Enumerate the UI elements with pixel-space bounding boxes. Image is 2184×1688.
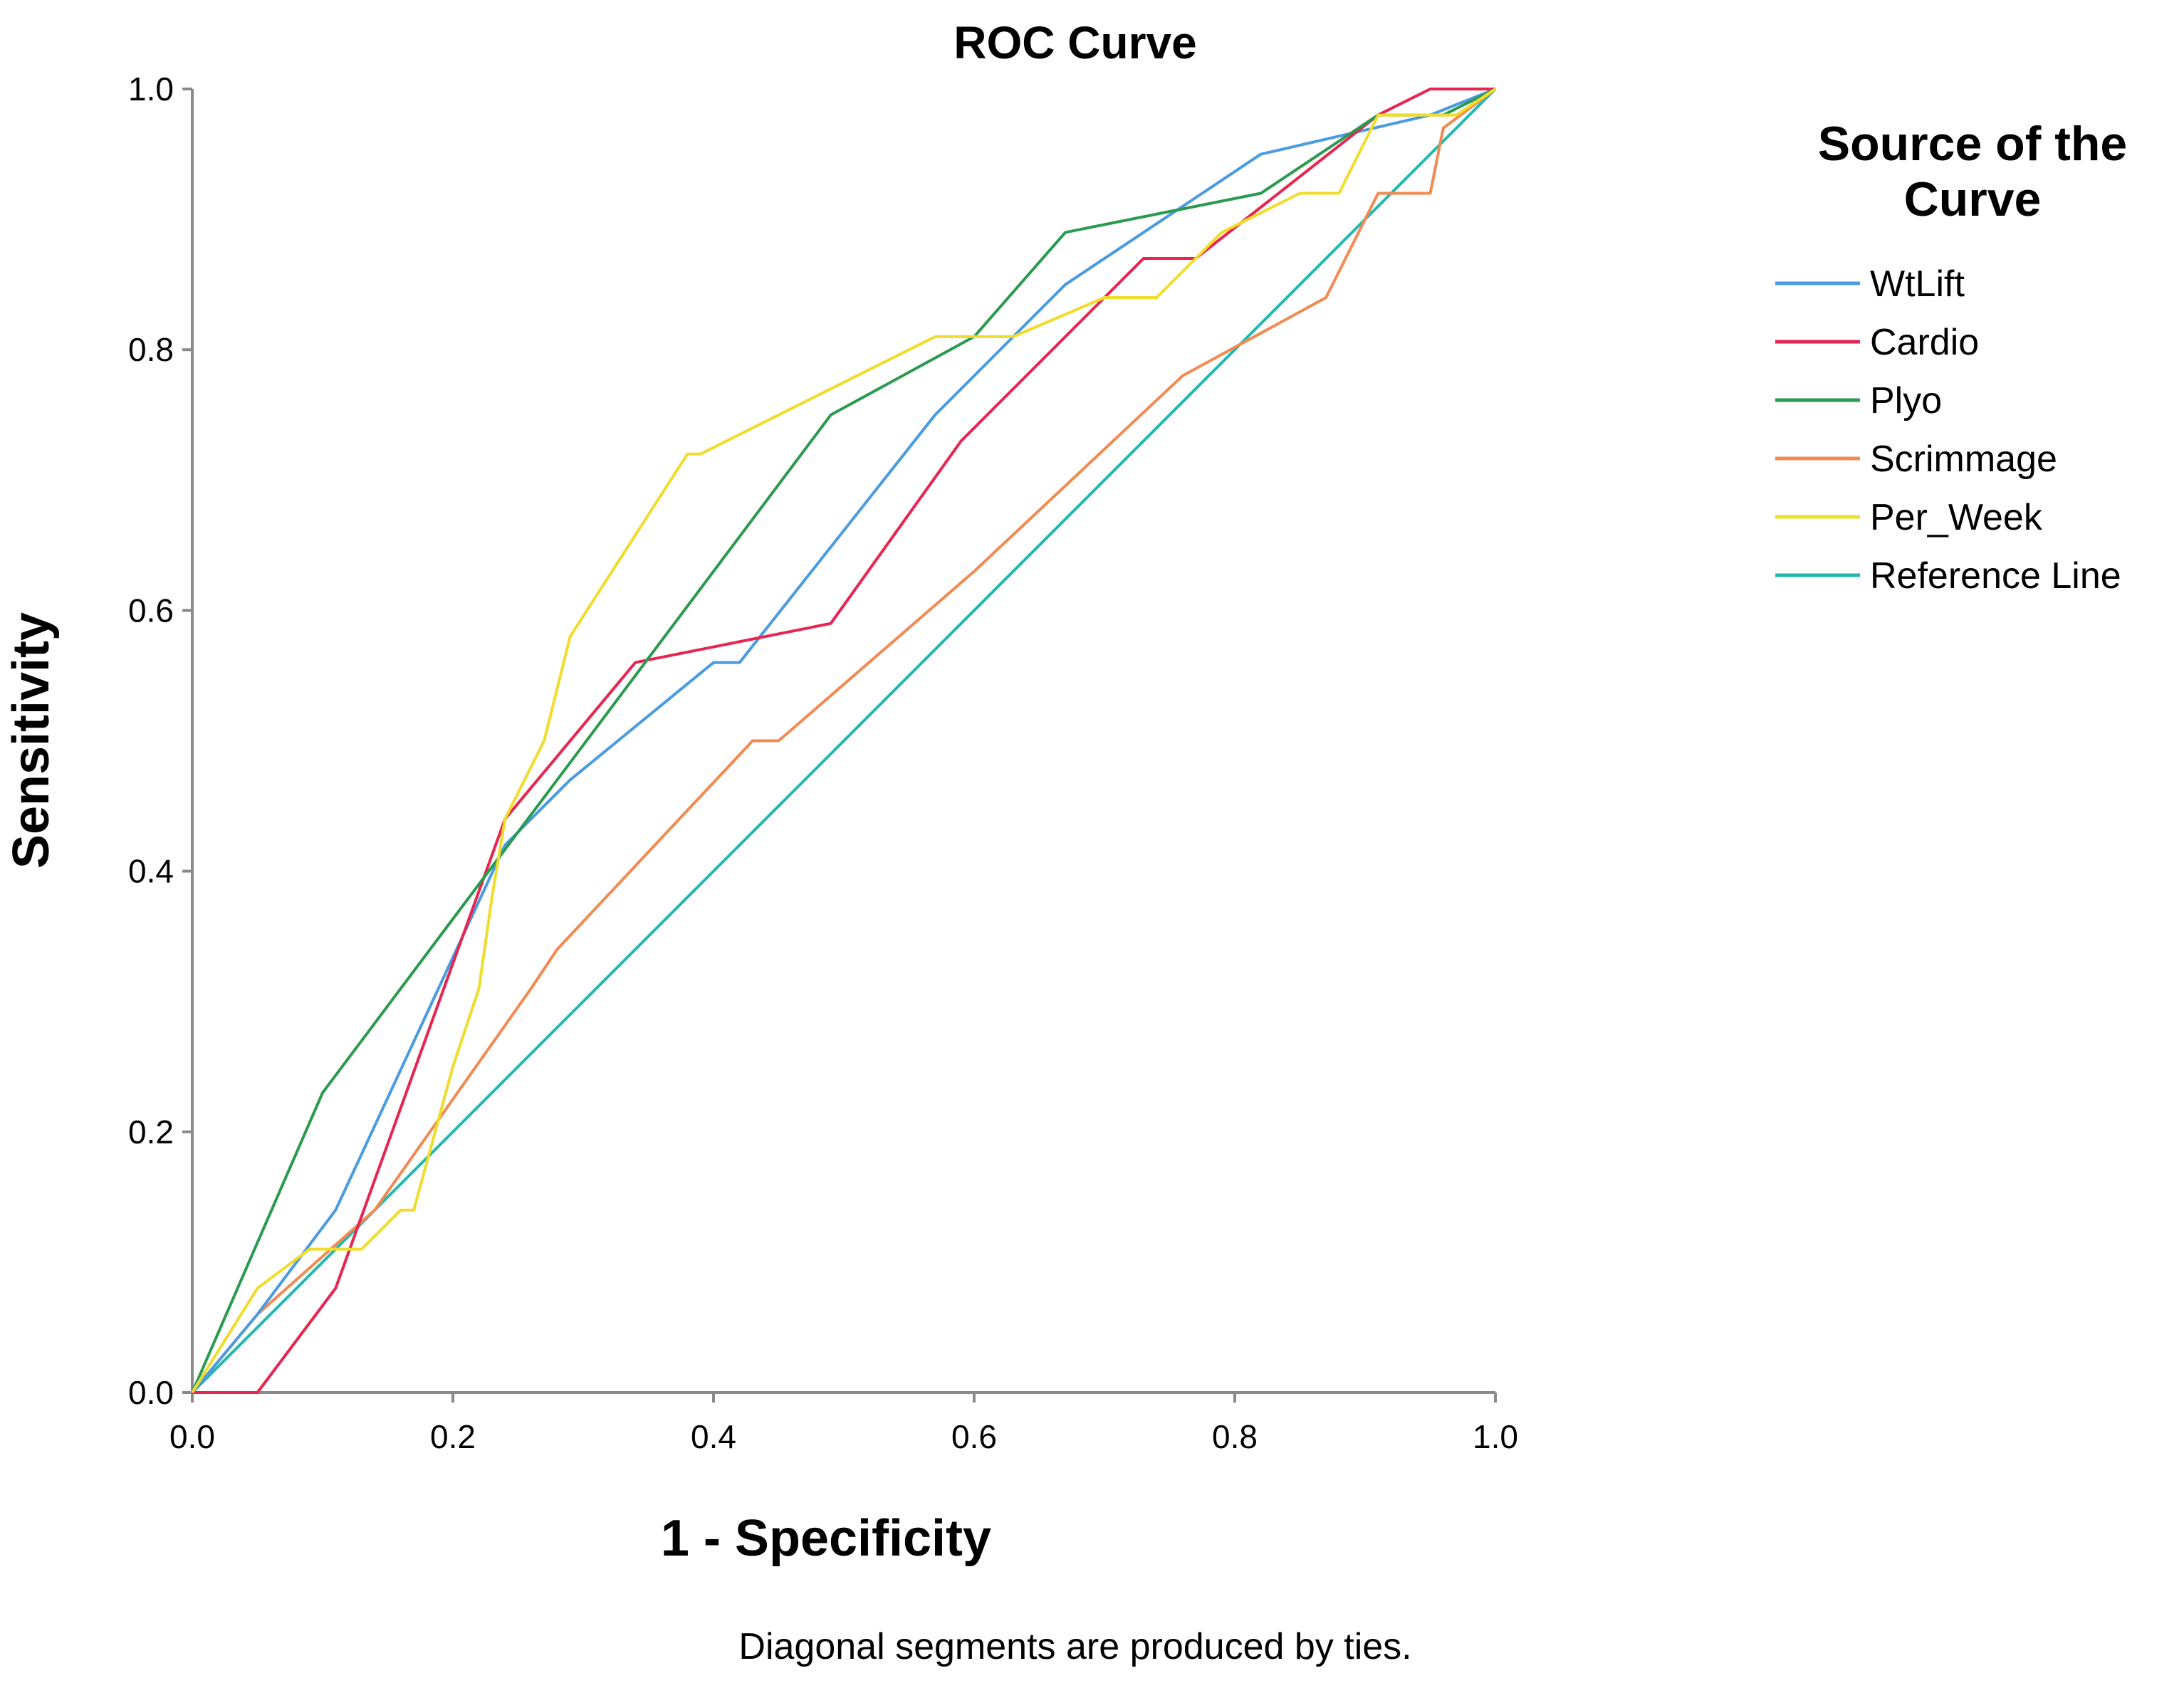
legend: Source of the Curve WtLift Cardio Plyo Scrim… — [1775, 117, 2127, 597]
legend-label: Plyo — [1870, 380, 1942, 421]
series-lines — [191, 88, 1497, 1394]
legend-item-wtlift: WtLift — [1775, 263, 1965, 305]
series-line-cardio — [192, 88, 1495, 1394]
series-line-wtlift — [191, 88, 1496, 1394]
legend-title-line: Curve — [1904, 172, 2042, 226]
legend-item-scrimmage: Scrimmage — [1775, 439, 2057, 480]
legend-item-cardio: Cardio — [1775, 322, 1979, 363]
x-axis-title: 1 - Specificity — [661, 1510, 991, 1567]
axis-ticks: 0.0 0.2 0.4 0.6 0.8 1.0 0.0 0.2 0.4 0.6 0.8 1.0 — [128, 70, 1518, 1455]
legend-title: Source of the Curve — [1818, 117, 2128, 226]
y-tick-label: 0.6 — [128, 592, 174, 629]
y-tick-label: 0.0 — [128, 1374, 174, 1411]
legend-title-line: Source of the — [1818, 117, 2128, 171]
y-tick-label: 0.4 — [128, 853, 174, 890]
legend-label: Per_Week — [1870, 497, 2043, 538]
series-line-reference-line — [191, 88, 1497, 1394]
series-line-per-week — [191, 88, 1497, 1394]
footnote: Diagonal segments are produced by ties. — [738, 1626, 1411, 1667]
x-tick-label: 0.0 — [169, 1418, 215, 1455]
series-line-scrimmage — [191, 88, 1497, 1394]
y-axis-title: Sensitivity — [3, 612, 60, 869]
legend-label: Scrimmage — [1870, 439, 2057, 480]
x-tick-label: 0.8 — [1212, 1418, 1258, 1455]
x-tick-label: 1.0 — [1473, 1418, 1518, 1455]
x-tick-label: 0.2 — [430, 1418, 476, 1455]
x-tick-label: 0.6 — [951, 1418, 997, 1455]
chart-title: ROC Curve — [953, 17, 1196, 68]
y-tick-label: 0.8 — [128, 331, 174, 368]
legend-item-plyo: Plyo — [1775, 380, 1942, 421]
plot-area: 0.0 0.2 0.4 0.6 0.8 1.0 0.0 0.2 0.4 0.6 0.8 1.0 — [128, 70, 1518, 1455]
x-tick-label: 0.4 — [691, 1418, 736, 1455]
legend-item-reference-line: Reference Line — [1775, 555, 2121, 597]
y-tick-label: 1.0 — [128, 70, 174, 108]
y-tick-label: 0.2 — [128, 1113, 174, 1150]
legend-label: Reference Line — [1870, 555, 2121, 597]
legend-label: Cardio — [1870, 322, 1979, 363]
legend-label: WtLift — [1870, 263, 1965, 305]
legend-item-per-week: Per_Week — [1775, 497, 2043, 538]
